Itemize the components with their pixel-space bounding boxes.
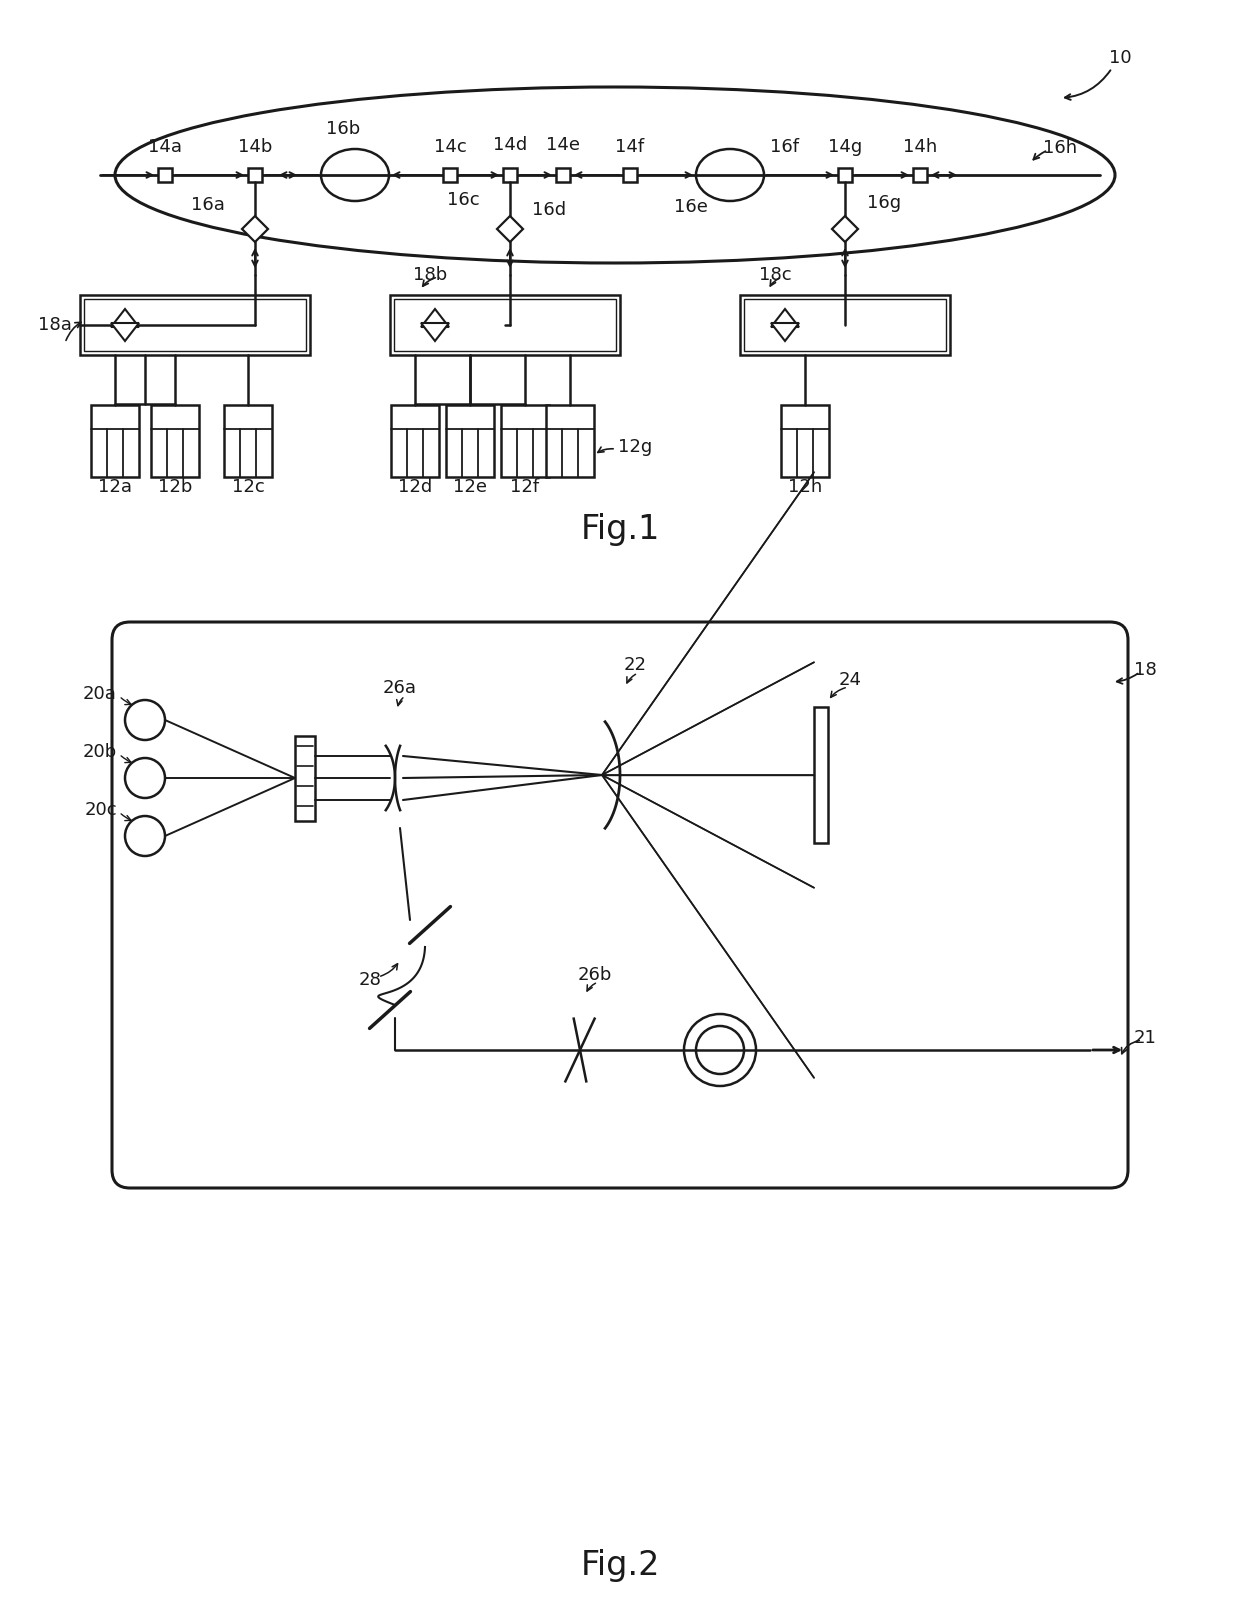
Text: 18a: 18a — [38, 316, 72, 334]
Bar — [781, 406, 830, 477]
Text: 12c: 12c — [232, 479, 264, 497]
Bar — [91, 406, 139, 477]
Polygon shape — [497, 216, 523, 242]
Polygon shape — [422, 323, 449, 341]
Text: 12e: 12e — [453, 479, 487, 497]
Text: 18b: 18b — [413, 266, 448, 284]
Text: 16h: 16h — [1043, 140, 1078, 157]
Polygon shape — [771, 323, 799, 341]
Text: 14h: 14h — [903, 138, 937, 156]
FancyBboxPatch shape — [112, 622, 1128, 1188]
Polygon shape — [832, 216, 858, 242]
Text: 12b: 12b — [157, 479, 192, 497]
Circle shape — [125, 700, 165, 740]
Bar — [838, 169, 852, 182]
Bar — [391, 295, 620, 355]
Text: 16a: 16a — [191, 196, 224, 214]
Bar — [740, 295, 950, 355]
Text: 12a: 12a — [98, 479, 131, 497]
Text: 14g: 14g — [828, 138, 862, 156]
Text: 12h: 12h — [787, 479, 822, 497]
Text: 18: 18 — [1133, 661, 1157, 678]
Text: Fig.2: Fig.2 — [580, 1548, 660, 1581]
Text: 14d: 14d — [492, 136, 527, 154]
Bar — [394, 299, 616, 351]
Text: 12g: 12g — [618, 438, 652, 456]
Bar — [622, 169, 637, 182]
Polygon shape — [112, 308, 139, 326]
Bar — [446, 406, 494, 477]
Polygon shape — [242, 216, 268, 242]
Text: 28: 28 — [358, 971, 382, 988]
Text: 18c: 18c — [759, 266, 791, 284]
Ellipse shape — [696, 149, 764, 201]
Bar — [744, 299, 946, 351]
Polygon shape — [422, 308, 449, 326]
Text: 20b: 20b — [83, 743, 117, 761]
Text: 16f: 16f — [770, 138, 800, 156]
Bar — [151, 406, 198, 477]
Bar — [556, 169, 570, 182]
Text: 20c: 20c — [84, 802, 117, 820]
Bar — [295, 735, 315, 821]
Polygon shape — [112, 323, 139, 341]
Bar — [81, 295, 310, 355]
Text: 16d: 16d — [532, 201, 567, 219]
Text: 14f: 14f — [615, 138, 645, 156]
Bar — [501, 406, 549, 477]
Text: 14e: 14e — [546, 136, 580, 154]
Circle shape — [125, 816, 165, 855]
Bar — [224, 406, 272, 477]
Bar — [443, 169, 458, 182]
Bar — [813, 708, 828, 842]
Text: Fig.1: Fig.1 — [580, 513, 660, 547]
Bar — [913, 169, 928, 182]
Text: 16g: 16g — [867, 195, 901, 213]
Bar — [248, 169, 262, 182]
Bar — [391, 406, 439, 477]
Text: 12f: 12f — [511, 479, 539, 497]
Bar — [157, 169, 172, 182]
Polygon shape — [771, 308, 799, 326]
Text: 12d: 12d — [398, 479, 432, 497]
Text: 16c: 16c — [448, 192, 480, 209]
Text: 22: 22 — [624, 656, 646, 674]
Text: 26a: 26a — [383, 678, 417, 696]
Circle shape — [125, 758, 165, 799]
Text: 14a: 14a — [148, 138, 182, 156]
Bar — [84, 299, 306, 351]
Text: 24: 24 — [838, 670, 862, 690]
Text: 14c: 14c — [434, 138, 466, 156]
Text: 16e: 16e — [675, 198, 708, 216]
Ellipse shape — [321, 149, 389, 201]
Text: 14b: 14b — [238, 138, 273, 156]
Text: 16b: 16b — [326, 120, 360, 138]
Text: 26b: 26b — [578, 966, 613, 984]
Text: 21: 21 — [1133, 1029, 1157, 1047]
Bar — [503, 169, 517, 182]
Text: 10: 10 — [1109, 49, 1131, 67]
Text: 20a: 20a — [83, 685, 117, 703]
Bar — [546, 406, 594, 477]
